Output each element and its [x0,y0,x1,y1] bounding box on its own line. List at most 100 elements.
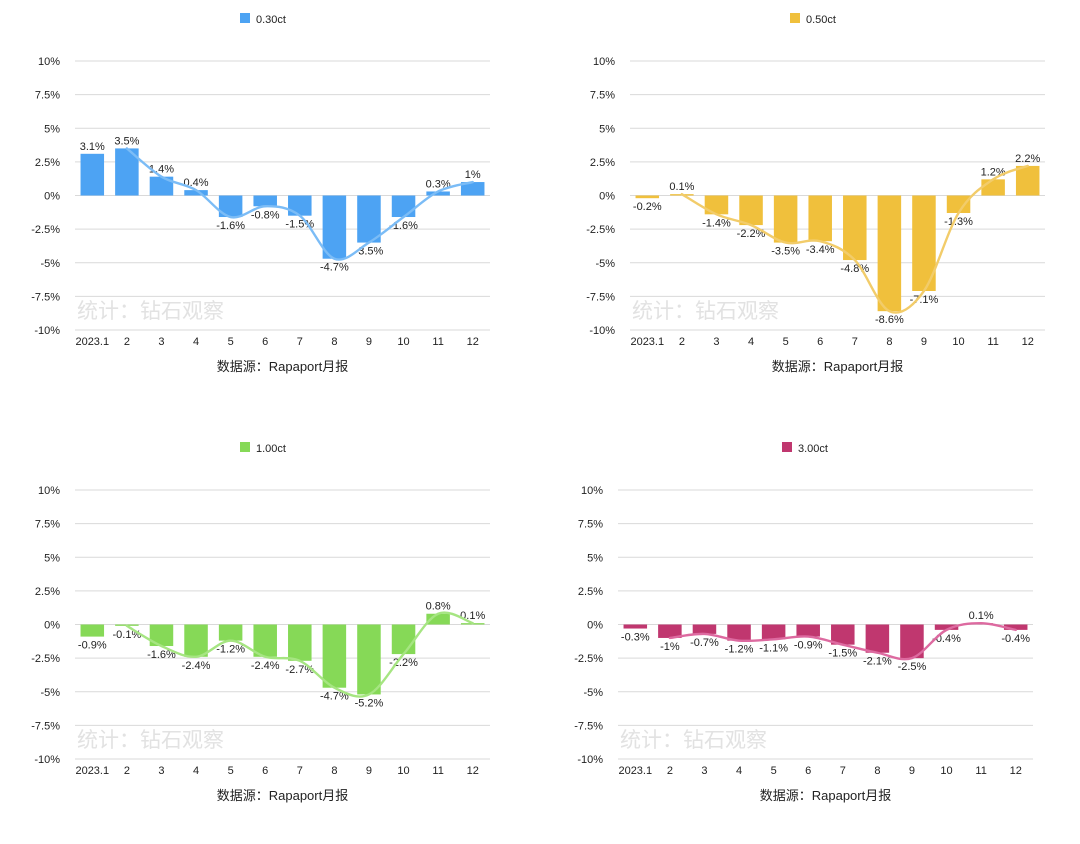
bar [704,195,729,215]
x-tick-label: 12 [467,765,479,777]
data-label: -2.2% [389,657,418,669]
y-tick-label: 10% [581,485,603,497]
data-label: -1.1% [759,642,788,654]
source-caption: 数据源：Rapaport月报 [217,788,348,803]
x-tick-label: 4 [193,336,199,348]
x-tick-label: 10 [397,765,409,777]
y-tick-label: -7.5% [574,720,603,732]
x-tick-label: 2 [124,765,130,777]
bar [727,624,751,641]
x-tick-label: 2 [679,336,685,348]
source-caption: 数据源：Rapaport月报 [760,788,891,803]
data-label: -1.2% [216,644,245,656]
data-label: 0.3% [426,178,451,190]
data-label: -1.6% [147,649,176,661]
bar [761,624,786,640]
y-tick-label: -10% [34,325,60,337]
chart-panel-4: 3.00ct 10% 7.5% 5% 2.5% 0% -2.5% -5% -7.5% -10% 统计… [574,442,1033,803]
bar [808,195,832,242]
data-label: -3.5% [355,246,384,258]
x-tick-label: 9 [366,765,372,777]
y-tick-label: 7.5% [35,519,60,531]
legend: 0.50ct [790,13,836,26]
watermark: 统计：钻石观察 [620,729,767,752]
data-label: -0.7% [690,637,719,649]
y-tick-label: -7.5% [31,720,60,732]
bar [900,624,924,659]
x-tick-label: 6 [817,336,823,348]
bar [692,624,717,634]
x-tick-label: 3 [158,765,164,777]
bar [865,624,890,653]
data-label: -0.2% [633,201,662,213]
x-tick-label: 9 [921,336,927,348]
bar [843,195,867,261]
data-label: 3.1% [80,141,105,153]
data-label: -5.2% [355,697,384,709]
chart-panel-3: 1.00ct 10% 7.5% 5% 2.5% 0% -2.5% -5% -7.5% -10% 统计… [31,442,490,803]
data-label: -7.1% [910,294,939,306]
y-tick-label: -7.5% [586,291,615,303]
x-tick-label: 8 [331,336,337,348]
y-tick-label: 0% [44,620,60,632]
y-tick-label: -5% [583,687,603,699]
data-label: -3.4% [806,244,835,256]
bar [658,624,682,638]
y-tick-label: 5% [44,123,60,135]
legend: 3.00ct [782,442,828,455]
bar [391,195,416,218]
x-tick-label: 11 [975,765,986,777]
data-label: -0.9% [794,640,823,652]
bar [623,624,648,629]
y-tick-label: 7.5% [578,519,603,531]
data-label: 1% [465,169,481,181]
x-tick-label: 8 [874,765,880,777]
bar [149,176,174,196]
y-tick-label: 0% [587,620,603,632]
legend-label: 1.00ct [256,443,286,455]
legend-label: 0.30ct [256,14,286,26]
legend-label: 0.50ct [806,14,836,26]
x-tick-label: 10 [940,765,952,777]
x-tick-label: 2 [667,765,673,777]
data-label: -8.6% [875,314,904,326]
x-tick-label: 7 [297,765,303,777]
watermark: 统计：钻石观察 [77,300,224,323]
trend-line [680,164,1029,314]
bar [80,153,105,196]
x-tick-label: 2 [124,336,130,348]
bar [946,195,971,213]
y-tick-label: 0% [599,191,615,203]
legend: 1.00ct [240,442,286,455]
data-label: -2.4% [182,660,211,672]
bar [288,624,312,661]
legend: 0.30ct [240,13,286,26]
data-label: -0.3% [621,632,650,644]
bar [1015,165,1040,196]
data-label: -1.4% [702,217,731,229]
bar [739,195,763,226]
bar [322,624,347,688]
data-label: -2.2% [737,228,766,240]
x-tick-label: 9 [366,336,372,348]
legend-swatch [782,442,792,452]
y-tick-label: 2.5% [590,157,615,169]
x-tick-label: 2023.1 [75,765,109,777]
bar [184,624,208,657]
bar [912,195,936,291]
x-tick-label: 10 [952,336,964,348]
x-tick-label: 9 [909,765,915,777]
source-caption: 数据源：Rapaport月报 [772,359,903,374]
x-tick-label: 7 [840,765,846,777]
trend-line [125,611,474,698]
watermark: 统计：钻石观察 [77,729,224,752]
x-tick-label: 12 [1010,765,1022,777]
bar [831,624,855,645]
x-tick-label: 7 [852,336,858,348]
source-caption: 数据源：Rapaport月报 [217,359,348,374]
data-label: -4.7% [320,262,349,274]
bar [877,195,902,312]
data-label: -1.3% [944,216,973,228]
bar [253,195,277,207]
data-label: 0.1% [669,181,694,193]
